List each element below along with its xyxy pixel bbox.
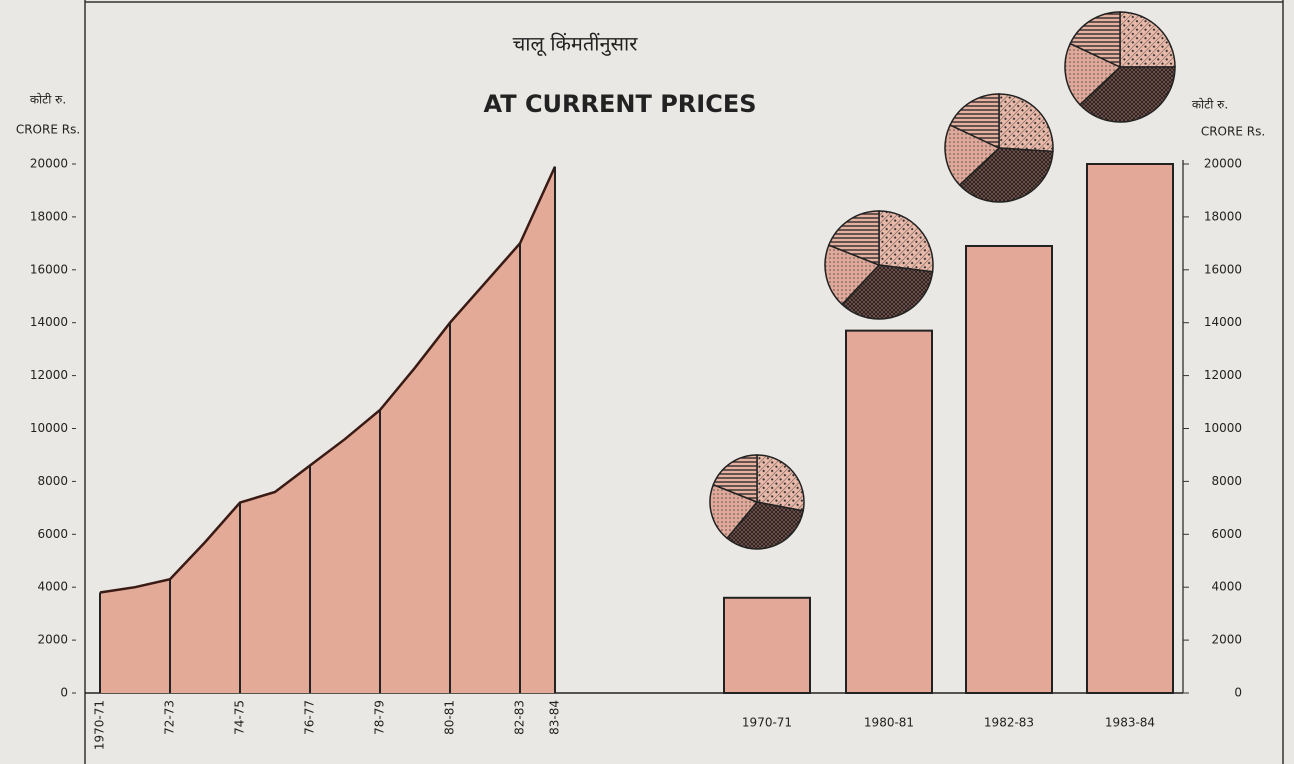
bar [965,244,1053,694]
pie-slice [949,93,1000,150]
pie-slice [944,124,1001,187]
pie-slice [1064,42,1122,106]
x-tick-label: 1982-83 [984,716,1034,730]
y-tick-label: 0 [60,686,68,700]
y-tick-label: 6000 [37,527,68,541]
x-tick-label: 82-83 [513,700,527,735]
y-tick-label: 8000 [37,474,68,488]
y-tick-label: 10000 [30,421,68,435]
chart-title: चालू किंमतींनुसार [513,32,639,57]
y2-tick-label: 0 [1234,686,1242,700]
pie-slice [1078,66,1176,123]
y-tick-label: 2000 [37,633,68,647]
x-tick-label: 78-79 [373,700,387,735]
y-tick-label: 18000 [30,209,68,223]
y-tick-label: 16000 [30,262,68,276]
pie-slice [840,264,934,320]
pie-slice [1119,11,1176,68]
x-tick-label: 1970-71 [93,700,107,750]
y-label-local: कोटी रु. [1192,98,1228,112]
x-tick-label: 1983-84 [1105,716,1155,730]
x-tick-label: 1980-81 [864,716,914,730]
pie-slice [827,210,880,267]
y2-tick-label: 20000 [1204,157,1242,171]
pie-slice [998,93,1054,153]
pie-slice [958,147,1054,203]
y-label-local: कोटी रु. [30,93,66,107]
y-tick-label: 12000 [30,368,68,382]
chart-subtitle: AT CURRENT PRICES [484,90,757,118]
x-tick-label: 74-75 [233,700,247,735]
y2-tick-label: 12000 [1204,368,1242,382]
y-tick-label: 14000 [30,315,68,329]
bar [845,329,933,694]
x-tick-label: 72-73 [163,700,177,735]
y-label: CRORE Rs. [1201,125,1265,139]
bar [1086,163,1174,694]
x-tick-label: 1970-71 [742,716,792,730]
line [99,166,557,594]
y2-tick-label: 10000 [1204,421,1242,435]
pie-slice [878,210,934,273]
y2-tick-label: 18000 [1204,209,1242,223]
y2-tick-label: 6000 [1211,527,1242,541]
y-label: CRORE Rs. [16,123,80,137]
pie-slice [756,454,805,512]
y2-tick-label: 4000 [1211,580,1242,594]
pie-slice [725,501,805,550]
pie-slice [1069,11,1121,69]
pie-slice [712,454,758,504]
x-tick-label: 83-84 [548,700,562,735]
y2-tick-label: 8000 [1211,474,1242,488]
x-tick-label: 76-77 [303,700,317,735]
y2-tick-label: 2000 [1211,633,1242,647]
y-tick-label: 4000 [37,580,68,594]
x-tick-label: 80-81 [443,700,457,735]
y2-tick-label: 16000 [1204,262,1242,276]
area [100,166,555,693]
y2-tick-label: 14000 [1204,315,1242,329]
bar [723,596,811,695]
y-tick-label: 20000 [30,157,68,171]
